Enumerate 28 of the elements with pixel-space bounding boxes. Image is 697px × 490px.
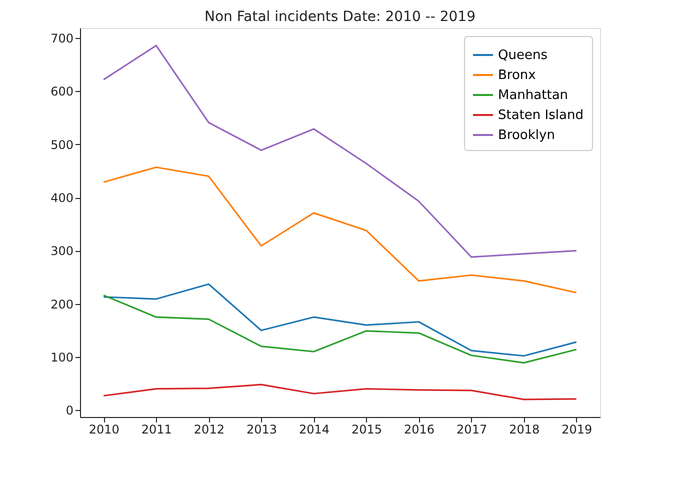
x-tick-label: 2015 <box>351 422 382 436</box>
y-tick-label: 500 <box>50 138 74 152</box>
line-series <box>102 166 578 294</box>
line-series <box>102 283 578 357</box>
x-tick-label: 2017 <box>456 422 488 436</box>
y-tick-label: 100 <box>50 350 74 364</box>
y-tick-label: 200 <box>50 297 74 312</box>
y-tick-label: 600 <box>50 84 74 99</box>
x-tick-label: 2019 <box>562 422 592 436</box>
x-tick-label: 2011 <box>141 422 172 436</box>
y-tick-label: 700 <box>50 32 74 46</box>
chart-title: Non Fatal incidents Date: 2010 -- 2019 <box>204 9 476 25</box>
line-series <box>102 384 578 400</box>
y-tick-label: 400 <box>50 191 74 206</box>
x-tick-label: 2010 <box>88 422 120 436</box>
legend-label: Brooklyn <box>498 128 555 143</box>
y-tick-label: 0 <box>66 404 74 418</box>
legend-label: Queens <box>498 48 548 63</box>
x-tick-label: 2014 <box>298 422 330 436</box>
x-tick-label: 2012 <box>194 422 224 436</box>
x-tick-label: 2018 <box>509 422 540 436</box>
x-tick-label: 2013 <box>246 422 277 436</box>
legend-label: Bronx <box>498 68 536 83</box>
legend-label: Manhattan <box>498 88 568 103</box>
y-tick-label: 300 <box>50 244 74 258</box>
line-series <box>102 294 578 364</box>
legend-label: Staten Island <box>498 108 584 123</box>
x-tick-label: 2016 <box>404 422 435 436</box>
